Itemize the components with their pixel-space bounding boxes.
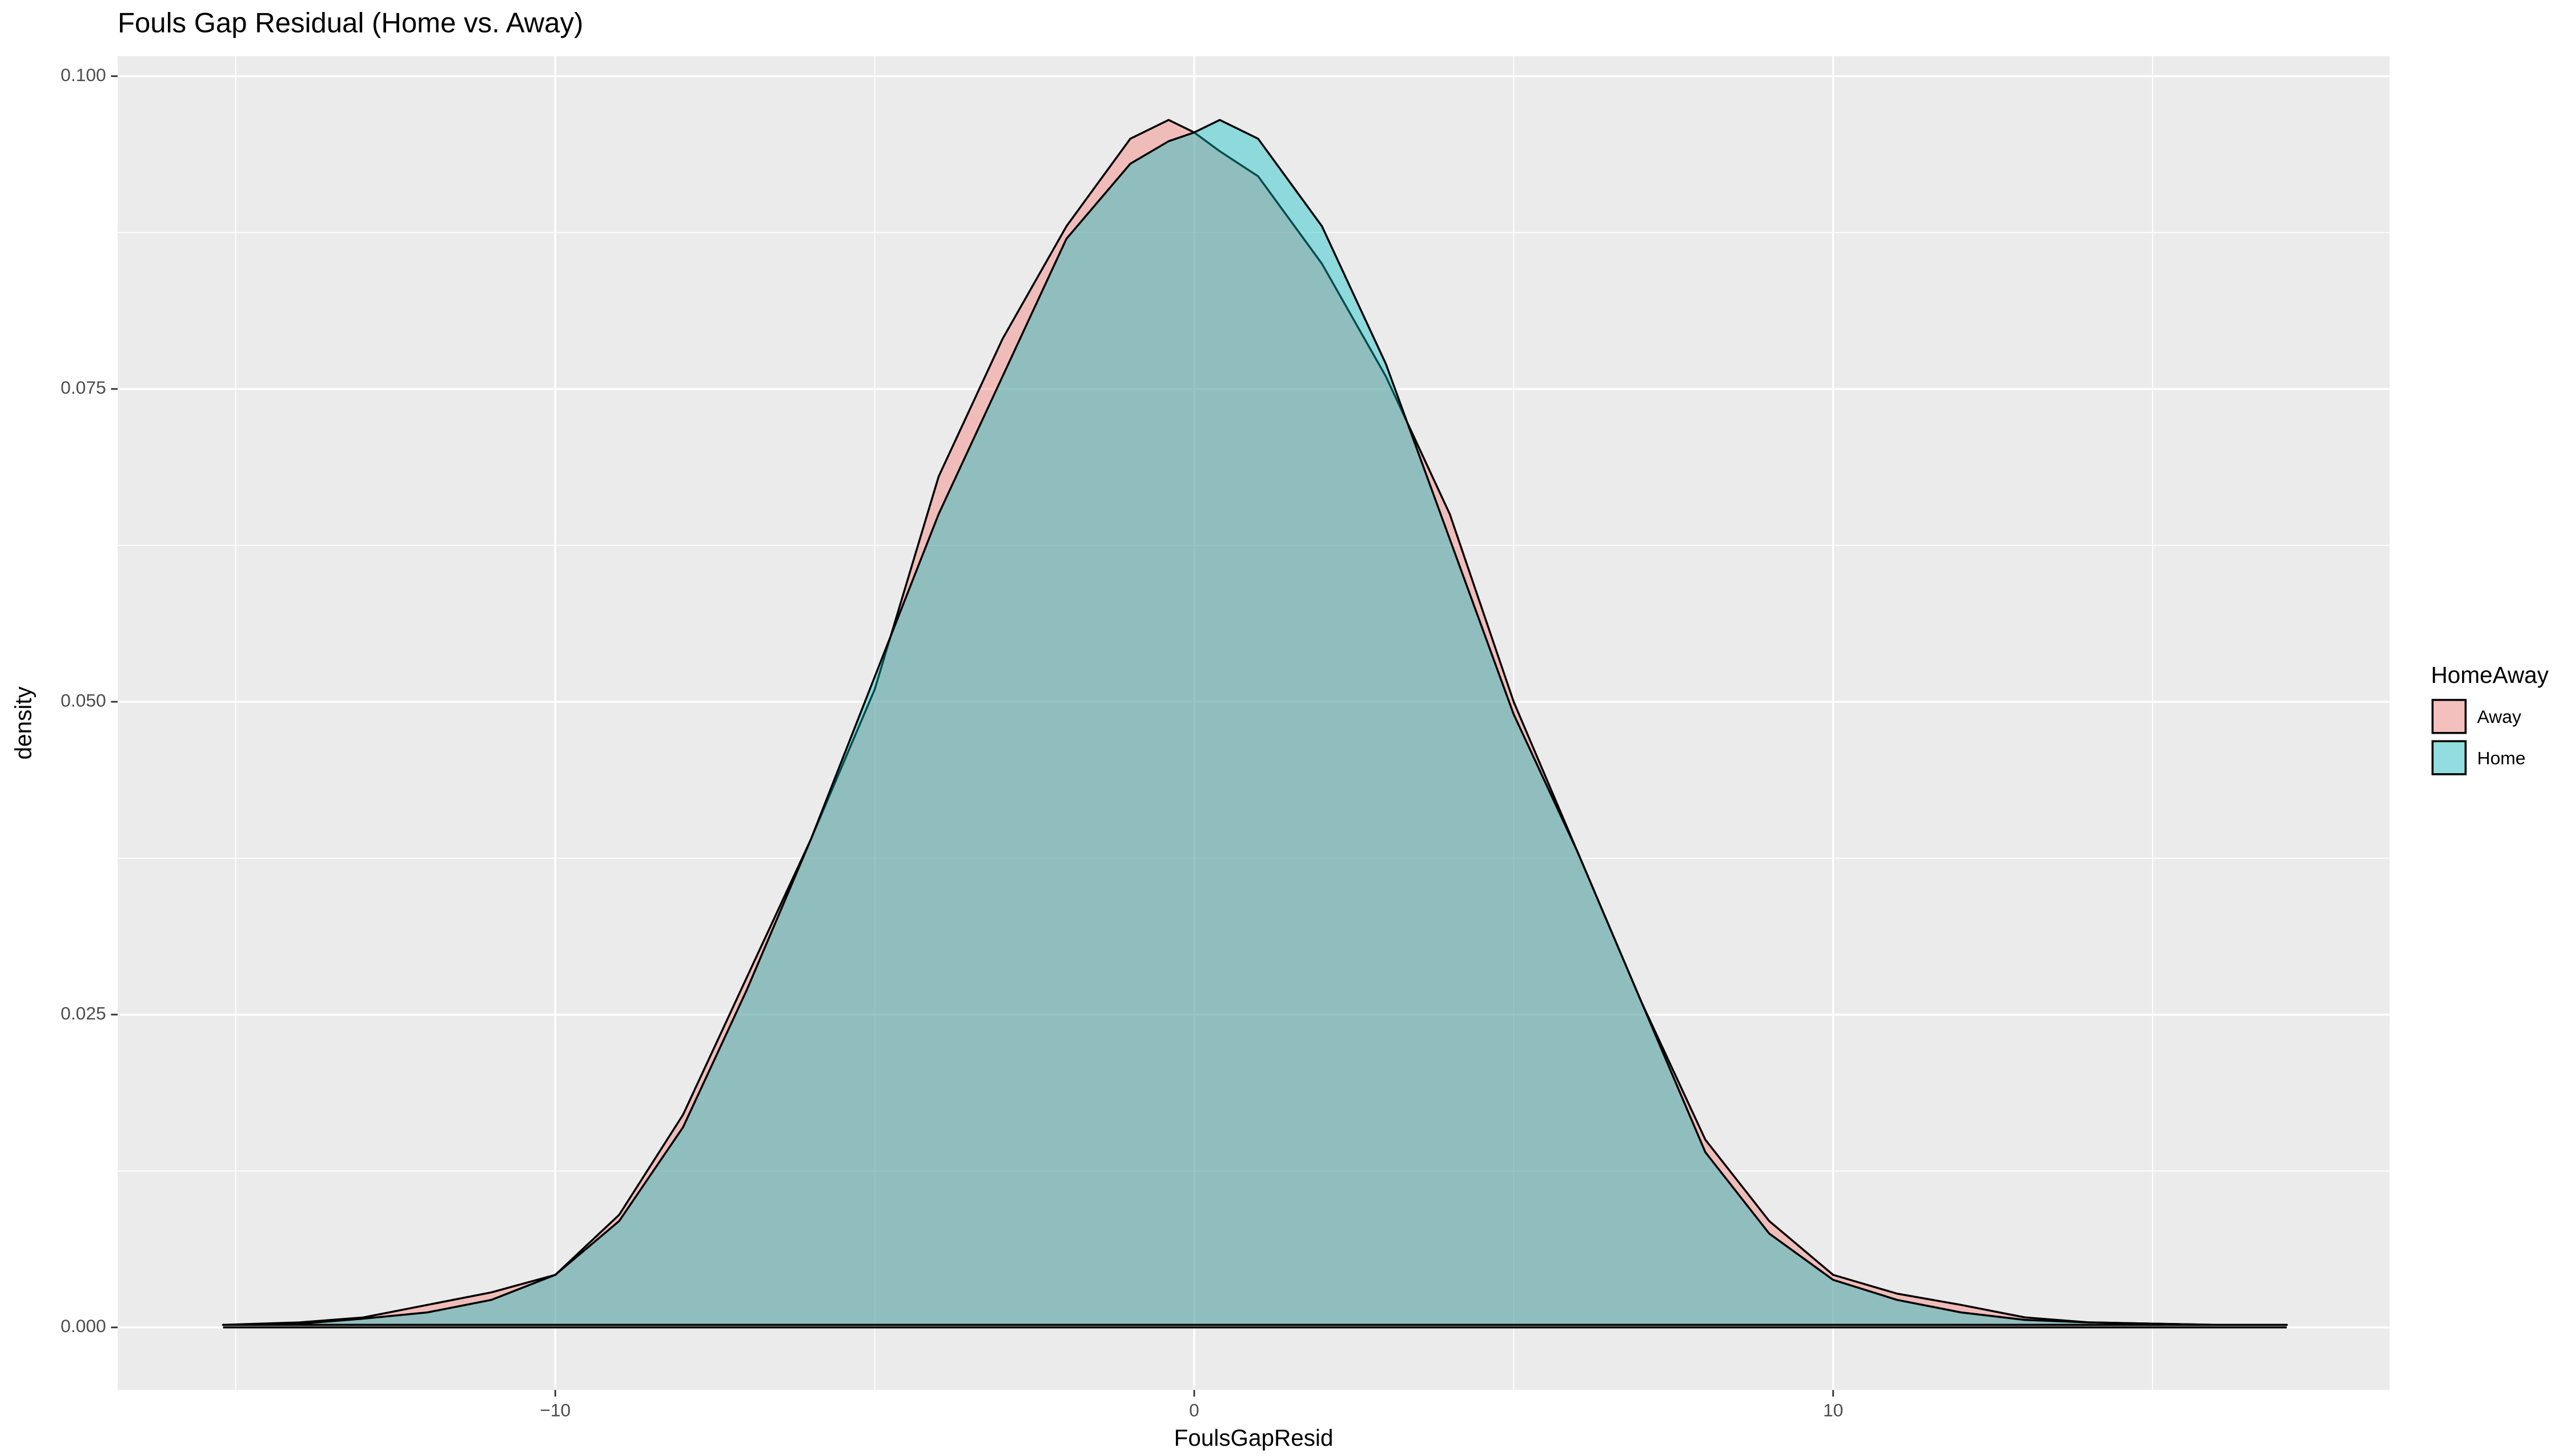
y-axis-label: density [10,686,37,759]
y-tick-label: 0.000 [61,1316,106,1336]
x-tick-label: 10 [1823,1399,1843,1420]
legend-key [2431,698,2468,735]
legend-label: Home [2477,747,2525,768]
density-area [222,119,2288,1326]
x-axis-label: FoulsGapResid [1174,1425,1334,1451]
chart-title: Fouls Gap Residual (Home vs. Away) [118,7,583,38]
y-tick-label: 0.075 [61,377,106,398]
x-tick-label: 0 [1189,1399,1199,1420]
panel-background [117,56,2390,1390]
x-tick-label: −10 [540,1399,571,1420]
legend-title: HomeAway [2431,662,2549,688]
y-tick-label: 0.050 [61,690,106,710]
legend-swatch [2431,699,2467,734]
legend-key [2431,739,2468,776]
legend-swatch [2431,740,2467,775]
legend-label: Away [2477,706,2521,727]
y-tick-label: 0.025 [61,1003,106,1023]
density-area [222,119,2288,1326]
y-tick-label: 0.100 [61,65,106,85]
